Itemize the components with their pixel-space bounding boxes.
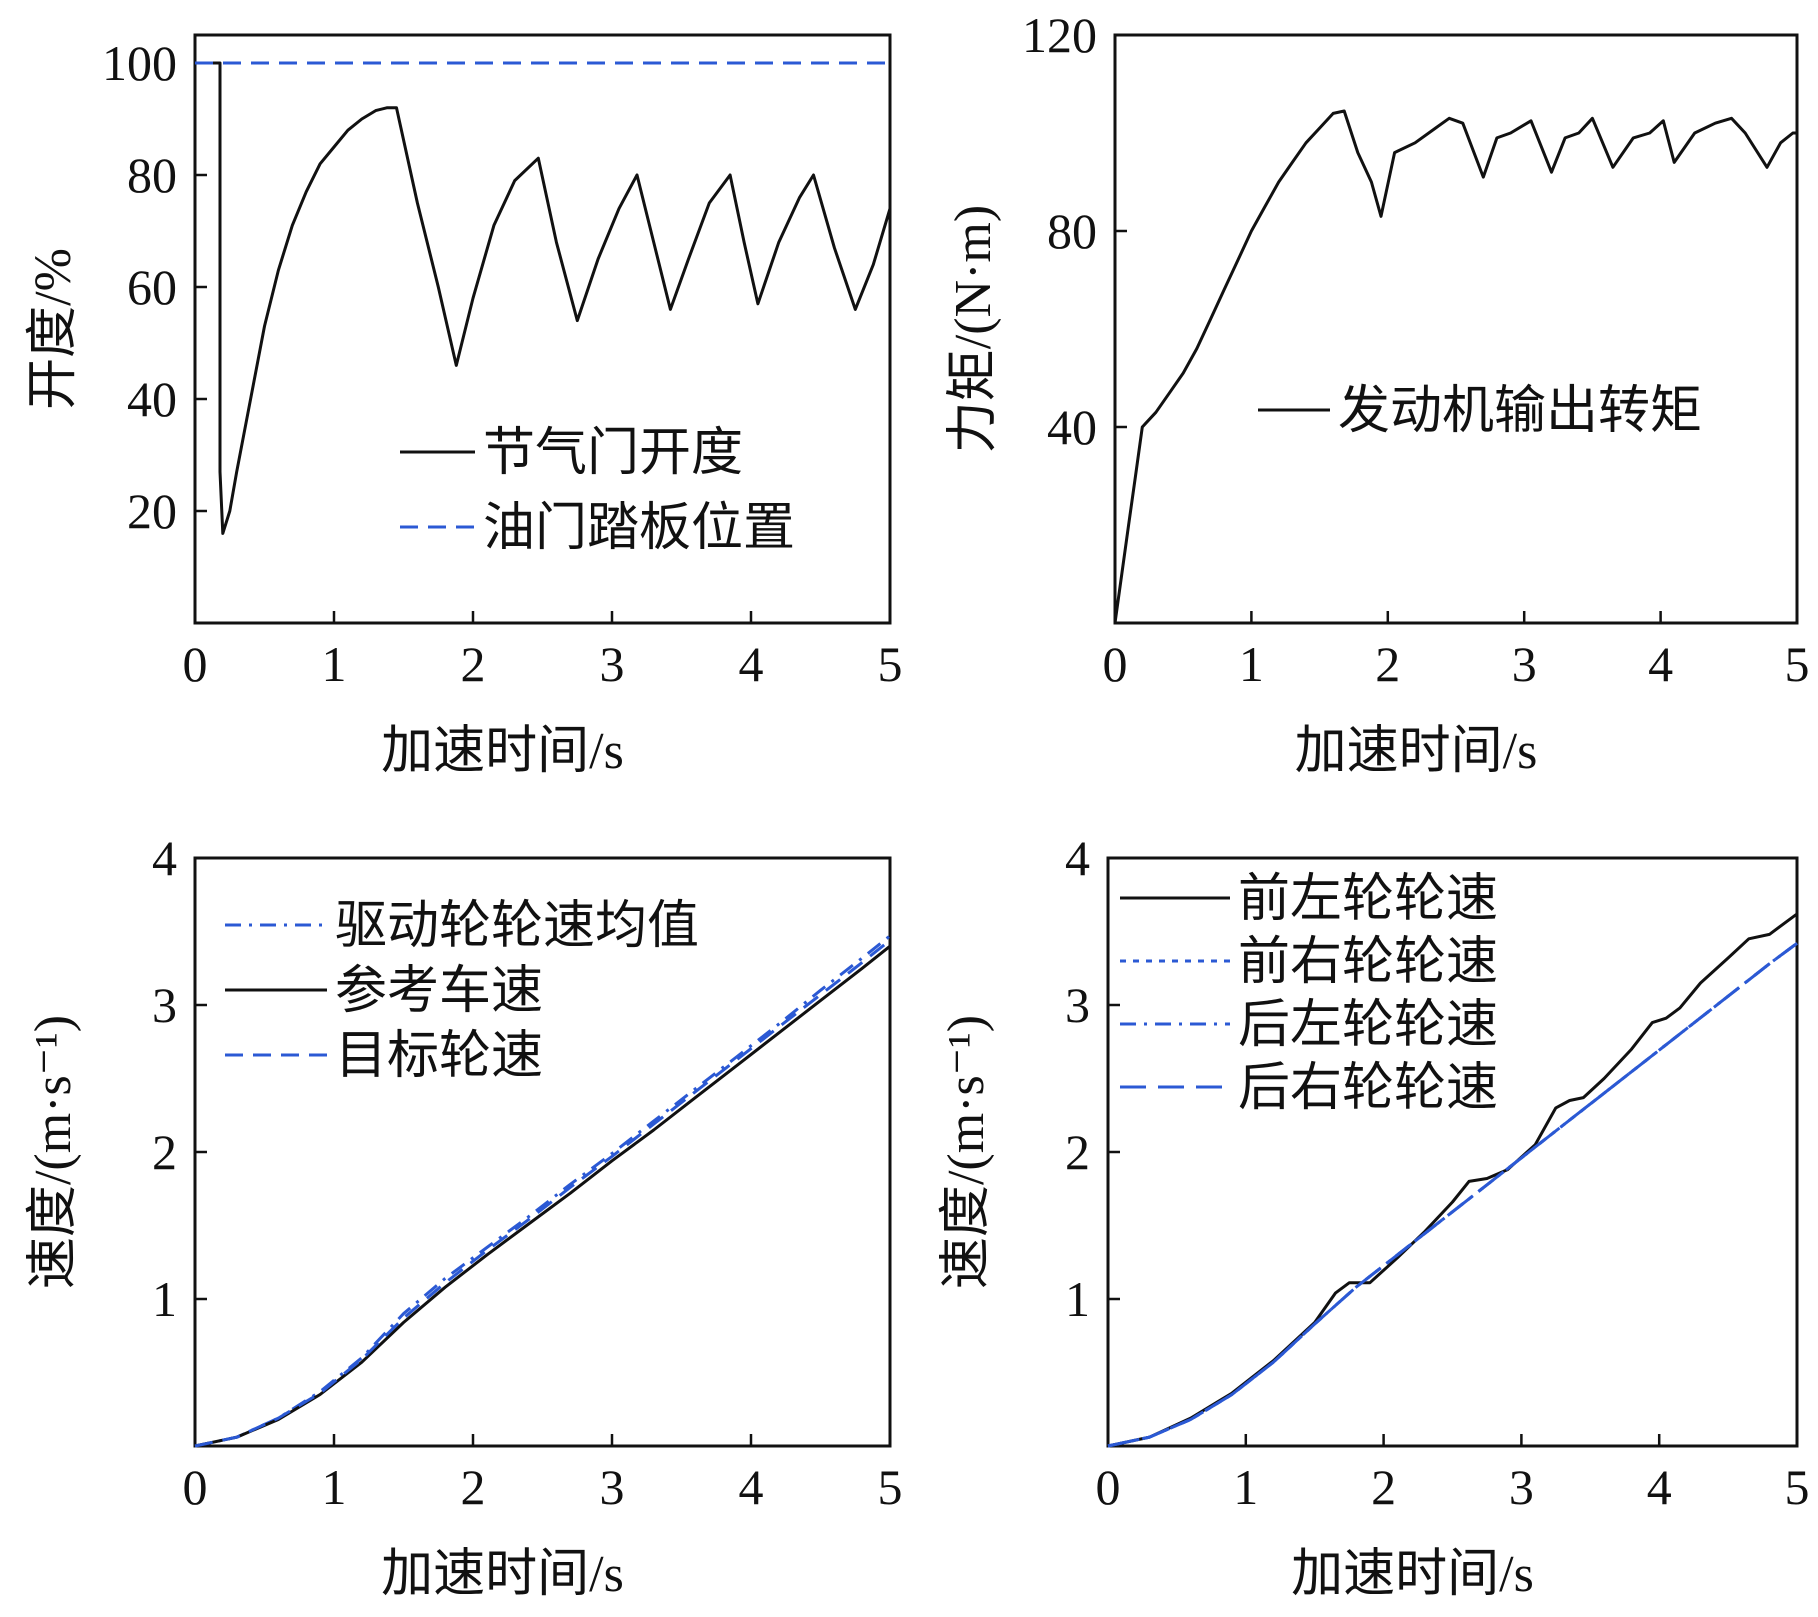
legend-label: 目标轮速 (335, 1028, 543, 1085)
x-tick-label: 4 (1648, 636, 1673, 692)
y-tick-label: 100 (102, 35, 177, 91)
plot-frame (1113, 33, 1799, 625)
x-tick-label: 5 (1785, 636, 1810, 692)
x-tick-label: 2 (1371, 1459, 1396, 1515)
x-tick-label: 2 (461, 1459, 486, 1515)
x-tick-label: 0 (1103, 636, 1128, 692)
legend-label: 后右轮轮速 (1238, 1060, 1498, 1117)
y-tick-label: 120 (1022, 7, 1097, 63)
x-tick-label: 3 (600, 636, 625, 692)
x-tick-label: 5 (878, 636, 903, 692)
series-line-0 (1113, 109, 1797, 624)
x-tick-label: 2 (1375, 636, 1400, 692)
y-axis-label: 速度/(m·s⁻¹) (25, 1015, 82, 1289)
legend-label: 参考车速 (335, 963, 543, 1020)
y-axis-label: 力矩/(N·m) (945, 205, 1002, 453)
legend-label: 前右轮轮速 (1238, 934, 1498, 991)
series-line-3 (1107, 942, 1798, 1448)
x-tick-label: 4 (1647, 1459, 1672, 1515)
x-tick-label: 1 (322, 1459, 347, 1515)
chart-torque: 0 1 2 3 4 5 40 80 120 加速时间/s 力矩/(N·m) 发动机输出转矩 (945, 7, 1810, 780)
y-tick-label: 2 (1065, 1124, 1090, 1180)
y-tick-label: 20 (127, 483, 177, 539)
y-tick-label: 80 (127, 147, 177, 203)
legend: 发动机输出转矩 (1258, 383, 1702, 440)
y-tick-label: 4 (152, 830, 177, 886)
y-tick-label: 3 (1065, 977, 1090, 1033)
x-tick-label: 0 (1096, 1459, 1121, 1515)
y-tick-label: 3 (152, 977, 177, 1033)
x-axis-label: 加速时间/s (381, 723, 624, 780)
y-tick-label: 60 (127, 259, 177, 315)
legend-label: 油门踏板位置 (483, 500, 795, 557)
x-tick-label: 1 (1239, 636, 1264, 692)
series-line-0 (1107, 912, 1798, 1448)
x-tick-label: 0 (183, 1459, 208, 1515)
x-tick-label: 5 (878, 1459, 903, 1515)
x-tick-label: 3 (1509, 1459, 1534, 1515)
y-tick-label: 2 (152, 1124, 177, 1180)
x-tick-label: 2 (461, 636, 486, 692)
x-tick-label: 0 (183, 636, 208, 692)
y-axis-label: 速度/(m·s⁻¹) (938, 1015, 995, 1289)
legend-label: 前左轮轮速 (1238, 871, 1498, 928)
x-axis-label: 加速时间/s (1291, 1546, 1534, 1603)
x-tick-label: 1 (322, 636, 347, 692)
legend-label: 后左轮轮速 (1238, 997, 1498, 1054)
y-tick-label: 40 (1047, 399, 1097, 455)
y-tick-label: 1 (152, 1271, 177, 1327)
chart-drive-speed: 0 1 2 3 4 5 1 2 3 4 加速时间/s 速度/(m·s⁻¹) 驱动轮轮速均值参考车速目标轮… (25, 830, 903, 1603)
x-tick-label: 4 (739, 1459, 764, 1515)
y-axis-label: 开度/% (25, 248, 82, 410)
x-tick-label: 4 (739, 636, 764, 692)
series-line-0 (195, 61, 892, 535)
x-tick-label: 3 (600, 1459, 625, 1515)
series-line-2 (194, 939, 891, 1448)
legend-label: 驱动轮轮速均值 (335, 898, 699, 955)
y-tick-label: 80 (1047, 203, 1097, 259)
y-tick-label: 4 (1065, 830, 1090, 886)
x-axis-label: 加速时间/s (381, 1546, 624, 1603)
y-tick-label: 1 (1065, 1271, 1090, 1327)
x-tick-label: 1 (1233, 1459, 1258, 1515)
legend-label: 发动机输出转矩 (1338, 383, 1702, 440)
x-axis-label: 加速时间/s (1295, 723, 1538, 780)
plot-frame (193, 33, 892, 625)
x-tick-label: 3 (1512, 636, 1537, 692)
y-tick-label: 40 (127, 371, 177, 427)
chart-wheel-speed: 0 1 2 3 4 5 1 2 3 4 加速时间/s 速度/(m·s⁻¹) 前左轮轮速前右轮轮速后左轮轮… (938, 830, 1810, 1603)
legend-label: 节气门开度 (483, 425, 743, 482)
x-tick-label: 5 (1785, 1459, 1810, 1515)
